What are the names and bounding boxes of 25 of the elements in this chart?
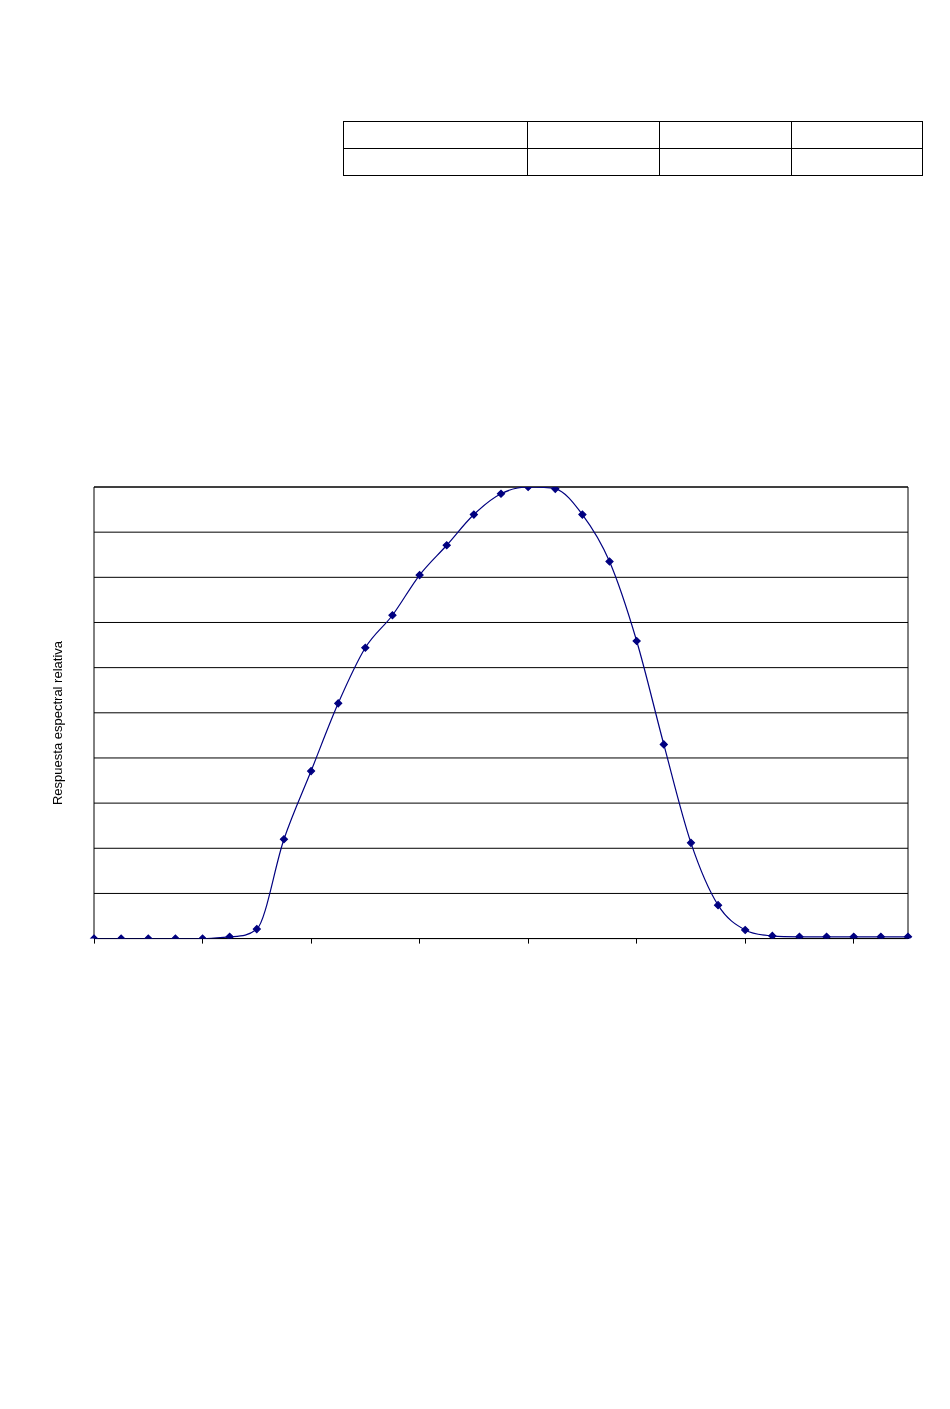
- point: [876, 932, 885, 939]
- point: [822, 932, 831, 939]
- point: [768, 931, 777, 939]
- point: [686, 838, 696, 847]
- point: [306, 766, 316, 776]
- point: [849, 932, 858, 939]
- point: [334, 699, 343, 708]
- point: [741, 925, 750, 935]
- point: [415, 570, 424, 580]
- point: [659, 740, 668, 749]
- point: [713, 901, 723, 910]
- point: [469, 510, 478, 519]
- point: [632, 636, 641, 646]
- point: [388, 611, 397, 620]
- point: [361, 643, 370, 652]
- point: [903, 932, 913, 939]
- point: [795, 932, 804, 939]
- point: [496, 489, 506, 498]
- point: [252, 925, 261, 934]
- point: [279, 835, 289, 844]
- point: [605, 557, 614, 566]
- point: [442, 541, 451, 550]
- point: [578, 510, 587, 519]
- point: [225, 932, 234, 939]
- y-axis-title: Respuesta espectral relativa: [49, 640, 65, 806]
